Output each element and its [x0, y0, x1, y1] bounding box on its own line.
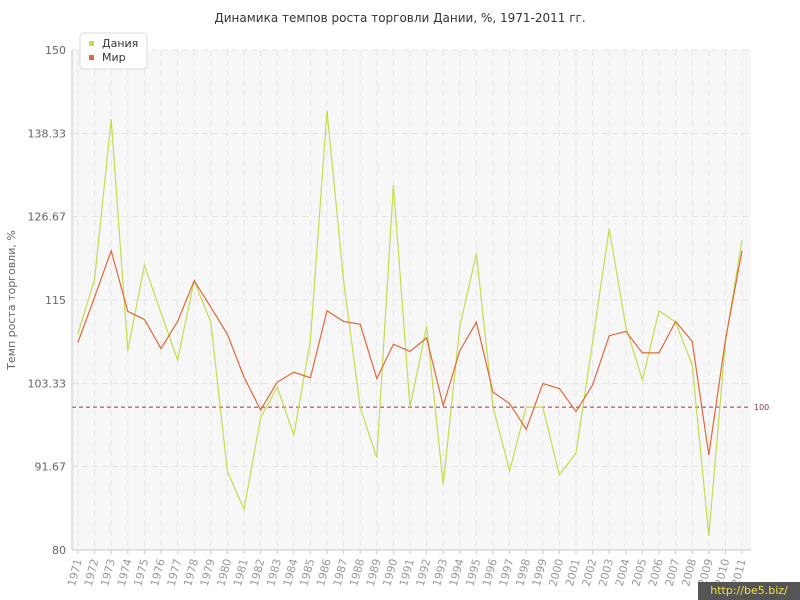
series-line-1[interactable]	[77, 248, 743, 456]
legend-label-0[interactable]: Дания	[102, 37, 138, 50]
legend-box	[79, 32, 148, 70]
y-tick-label: 103.33	[28, 377, 67, 390]
legend-label-1[interactable]: Мир	[102, 51, 126, 64]
y-axis-label: Темп роста торговли, %	[5, 230, 18, 371]
series-lines	[77, 110, 743, 536]
reference-line-label: 100	[754, 403, 769, 412]
y-tick-label: 126.67	[28, 211, 67, 224]
watermark: http://be5.biz/	[698, 582, 800, 600]
y-tick-label: 80	[52, 544, 66, 557]
chart-title: Динамика темпов роста торговли Дании, %,…	[214, 11, 585, 25]
grid	[72, 49, 751, 551]
y-tick-label: 91.67	[35, 461, 67, 474]
y-axis-ticks: 80 91.67 103.33 115 126.67 138.33 150	[28, 44, 67, 557]
y-tick-label: 138.33	[28, 127, 67, 140]
series-line-0[interactable]	[77, 110, 743, 536]
legend-marker-0	[89, 41, 94, 46]
x-axis-ticks: 1971197219731974197519761977197819791980…	[65, 550, 749, 588]
y-tick-label: 150	[45, 44, 66, 57]
legend-marker-1	[89, 55, 94, 60]
y-tick-label: 115	[45, 294, 66, 307]
